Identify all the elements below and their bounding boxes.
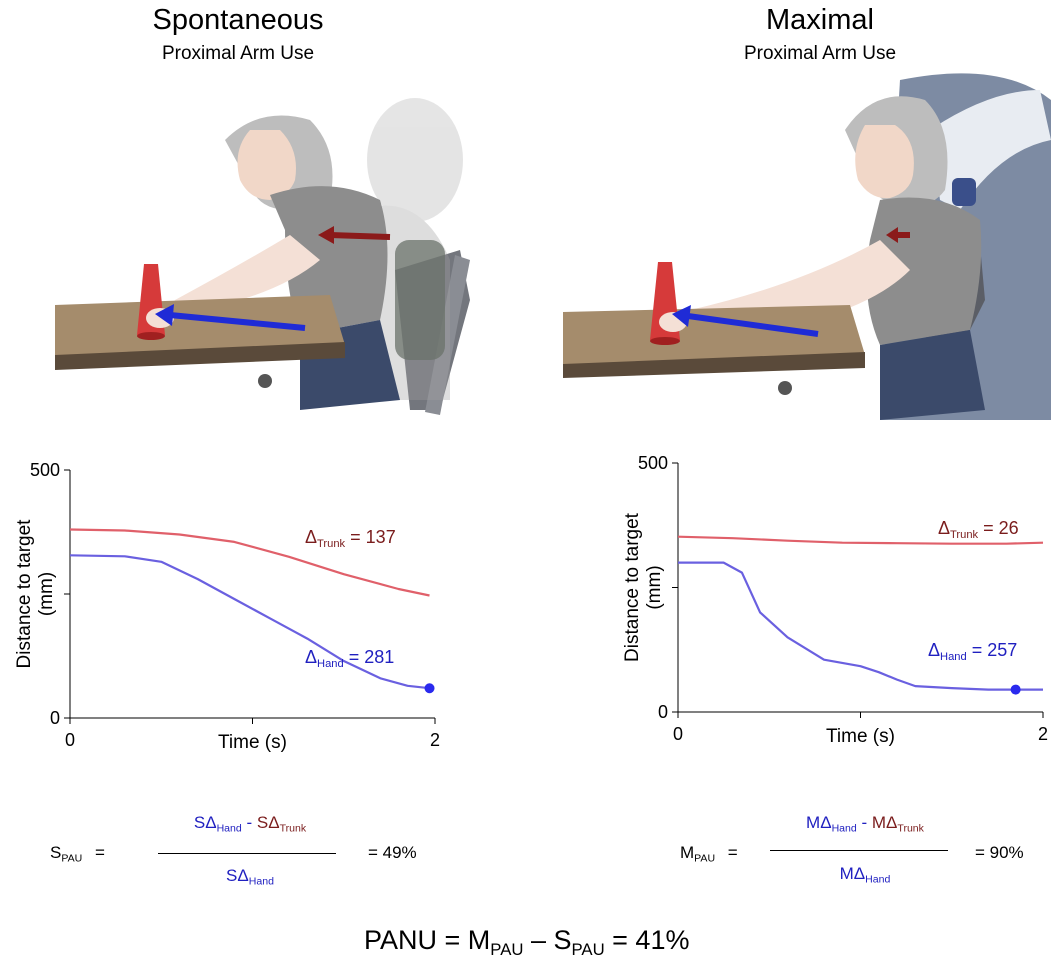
left-trunk-annotation: ΔTrunk = 137 bbox=[305, 527, 396, 550]
left-formula-eq: = bbox=[94, 843, 105, 862]
right-table bbox=[563, 305, 865, 395]
left-formula-result: = 49% bbox=[368, 843, 417, 862]
panu-m-sub: PAU bbox=[490, 939, 524, 959]
left-cup-icon bbox=[137, 264, 165, 340]
right-chair bbox=[880, 73, 1051, 420]
left-table bbox=[55, 295, 345, 388]
left-woman bbox=[160, 115, 400, 410]
left-formula-lhs: SPAU = bbox=[50, 843, 105, 865]
right-hand-arrow-icon bbox=[672, 305, 819, 337]
left-formula-denominator: SΔHand bbox=[226, 866, 274, 888]
right-chart-ytick-label-0: 0 bbox=[658, 702, 668, 722]
right-formula-lhs-sub: PAU bbox=[694, 852, 716, 865]
left-hand bbox=[146, 308, 174, 328]
right-trunk-value: = 26 bbox=[983, 518, 1019, 538]
left-chart-ytick-label-0: 0 bbox=[50, 708, 60, 728]
left-chart-xtick-label-2: 2 bbox=[430, 730, 440, 750]
right-hand-sub: Hand bbox=[940, 650, 967, 663]
left-formula-lhs-letter: S bbox=[50, 843, 62, 862]
right-chart-xlabel: Time (s) bbox=[826, 726, 895, 747]
left-chart-ylabel-line1: Distance to target bbox=[14, 519, 35, 669]
right-num-a: MΔHand bbox=[806, 813, 857, 835]
right-helper-arm bbox=[930, 90, 1051, 210]
right-num-b: MΔTrunk bbox=[871, 813, 924, 835]
left-subtitle: Proximal Arm Use bbox=[161, 43, 315, 64]
panu-mid: – S bbox=[523, 925, 572, 955]
left-num-a: SΔHand bbox=[193, 813, 242, 835]
panu-result: = 41% bbox=[604, 925, 690, 955]
right-trunk-annotation: ΔTrunk = 26 bbox=[938, 518, 1019, 541]
left-chart-ytick-label-500: 500 bbox=[30, 460, 60, 480]
right-formula-result: = 90% bbox=[975, 843, 1024, 862]
right-formula-numerator: MΔHand - MΔTrunk bbox=[760, 813, 970, 835]
panu-s-sub: PAU bbox=[571, 939, 605, 959]
right-chart-ylabel-line1: Distance to target bbox=[622, 512, 643, 662]
left-hand-value: = 281 bbox=[348, 647, 395, 667]
left-trunk-value: = 137 bbox=[350, 527, 396, 547]
right-chart-xtick-label-0: 0 bbox=[673, 724, 683, 744]
left-title: Spontaneous bbox=[152, 4, 324, 36]
left-hand-arrow-icon bbox=[155, 304, 306, 331]
left-formula-numerator: SΔHand - SΔTrunk bbox=[150, 813, 350, 835]
left-hand-sub: Hand bbox=[317, 657, 344, 670]
right-fraction-bar bbox=[770, 850, 948, 851]
right-woman bbox=[670, 96, 985, 420]
right-subtitle: Proximal Arm Use bbox=[743, 43, 897, 64]
left-chart-ylabel-line2: (mm) bbox=[36, 572, 57, 616]
left-num-b: SΔTrunk bbox=[256, 813, 307, 835]
right-trunk-delta: Δ bbox=[938, 518, 951, 538]
right-hand-annotation: ΔHand = 257 bbox=[928, 640, 1018, 663]
right-hand bbox=[659, 312, 687, 332]
left-chart-series-1 bbox=[69, 554, 430, 690]
left-ghost-figure bbox=[360, 98, 463, 400]
left-trunk-delta: Δ bbox=[305, 527, 318, 547]
right-formula-lhs: MPAU = bbox=[680, 843, 738, 865]
left-chair bbox=[395, 240, 470, 415]
right-chart-series-1 bbox=[678, 561, 1043, 691]
left-chart-xlabel: Time (s) bbox=[218, 732, 287, 753]
right-trunk-arrow-icon bbox=[886, 227, 910, 243]
right-formula-denominator: MΔHand bbox=[839, 864, 891, 886]
panu-prefix: PANU = M bbox=[364, 925, 491, 955]
right-formula-lhs-letter: M bbox=[680, 843, 695, 862]
right-hand-value: = 257 bbox=[971, 640, 1018, 660]
right-chart-ylabel-line2: (mm) bbox=[644, 565, 665, 609]
right-cup-icon bbox=[650, 262, 680, 345]
left-chart-endpoint bbox=[424, 683, 435, 694]
right-formula-eq: = bbox=[727, 843, 738, 862]
left-fraction-bar bbox=[158, 853, 336, 854]
right-hand-delta: Δ bbox=[928, 640, 941, 660]
right-chart-xtick-label-2: 2 bbox=[1038, 724, 1048, 744]
left-chart-xtick-label-0: 0 bbox=[65, 730, 75, 750]
right-title: Maximal bbox=[766, 4, 874, 36]
left-hand-annotation: ΔHand = 281 bbox=[305, 647, 395, 670]
left-num-minus: - bbox=[241, 813, 257, 832]
right-chart-ytick-label-500: 500 bbox=[638, 453, 668, 473]
left-hand-delta: Δ bbox=[305, 647, 318, 667]
right-num-minus: - bbox=[856, 813, 872, 832]
right-chart-endpoint bbox=[1010, 684, 1021, 695]
left-formula-lhs-sub: PAU bbox=[61, 852, 83, 865]
left-trunk-arrow-icon bbox=[318, 226, 391, 244]
left-trunk-sub: Trunk bbox=[317, 537, 346, 550]
panu-equation: PANU = MPAU – SPAU = 41% bbox=[364, 925, 690, 959]
right-trunk-sub: Trunk bbox=[950, 528, 979, 541]
